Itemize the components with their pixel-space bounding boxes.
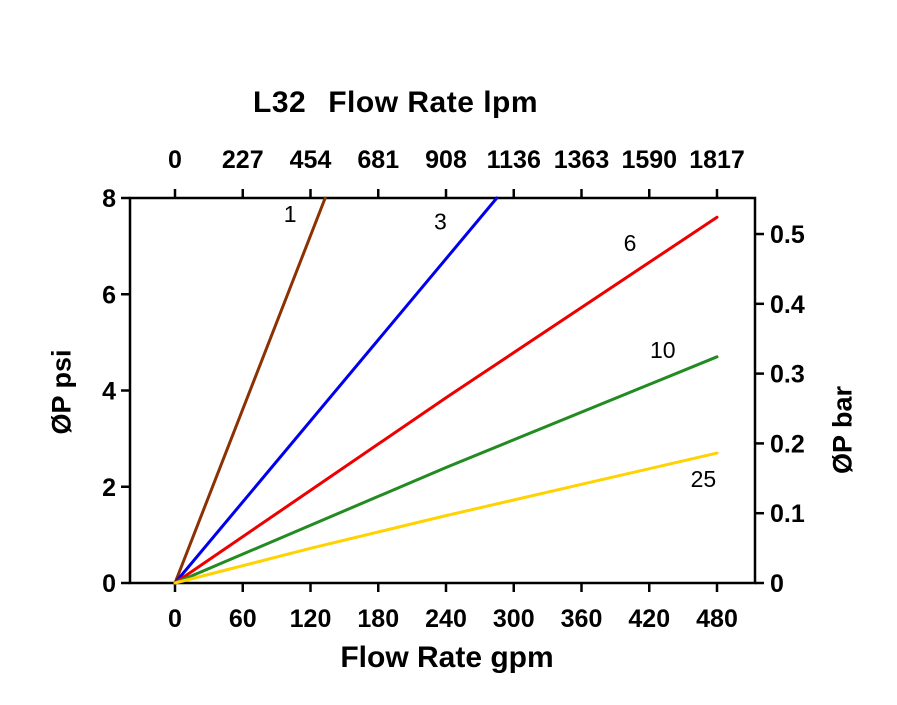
top-tick-label: 681: [357, 146, 399, 174]
series-line-3: [173, 196, 499, 585]
chart-title-row: L32 Flow Rate lpm: [253, 86, 538, 120]
series-line-25: [173, 451, 719, 585]
right-tick-label: 0.2: [770, 430, 805, 458]
left-axis-label: ØP psi: [46, 349, 77, 435]
right-tick-label: 0: [770, 570, 784, 598]
top-tick-label: 227: [222, 146, 264, 174]
bottom-tick-label: 300: [493, 605, 535, 633]
right-tick-label: 0.5: [770, 221, 805, 249]
right-tick-label: 0.3: [770, 361, 805, 389]
top-tick-label: 1590: [621, 146, 677, 174]
right-tick-label: 0.1: [770, 500, 805, 528]
bottom-tick-label: 180: [357, 605, 399, 633]
top-axis-label: Flow Rate lpm: [328, 86, 539, 119]
series-line-6: [173, 215, 719, 585]
left-tick-label: 0: [102, 570, 116, 598]
top-tick-label: 0: [168, 146, 182, 174]
bottom-axis-label: Flow Rate gpm: [340, 641, 554, 674]
series-line-10: [173, 355, 719, 585]
top-tick-label: 1363: [554, 146, 610, 174]
bottom-tick-label: 0: [168, 605, 182, 633]
series-line-1: [173, 196, 327, 585]
top-tick-label: 454: [290, 146, 332, 174]
series-label-25: 25: [691, 466, 717, 492]
bottom-tick-label: 480: [696, 605, 738, 633]
right-tick-label: 0.4: [770, 291, 805, 319]
left-tick-label: 8: [102, 185, 116, 213]
left-tick-label: 2: [102, 474, 116, 502]
top-tick-label: 1136: [487, 146, 541, 174]
bottom-tick-label: 120: [290, 605, 332, 633]
bottom-tick-label: 240: [425, 605, 467, 633]
left-tick-label: 4: [102, 378, 116, 406]
bottom-tick-label: 60: [229, 605, 257, 633]
series-label-3: 3: [434, 208, 447, 234]
series-label-6: 6: [624, 230, 637, 256]
series-label-10: 10: [650, 337, 676, 363]
bottom-tick-label: 420: [628, 605, 670, 633]
chart-title: L32: [253, 86, 307, 119]
series-label-1: 1: [284, 201, 297, 227]
left-tick-label: 6: [102, 281, 116, 309]
bottom-tick-label: 360: [561, 605, 603, 633]
top-tick-label: 1817: [689, 146, 745, 174]
right-axis-label: ØP bar: [827, 385, 858, 475]
top-tick-label: 908: [425, 146, 467, 174]
